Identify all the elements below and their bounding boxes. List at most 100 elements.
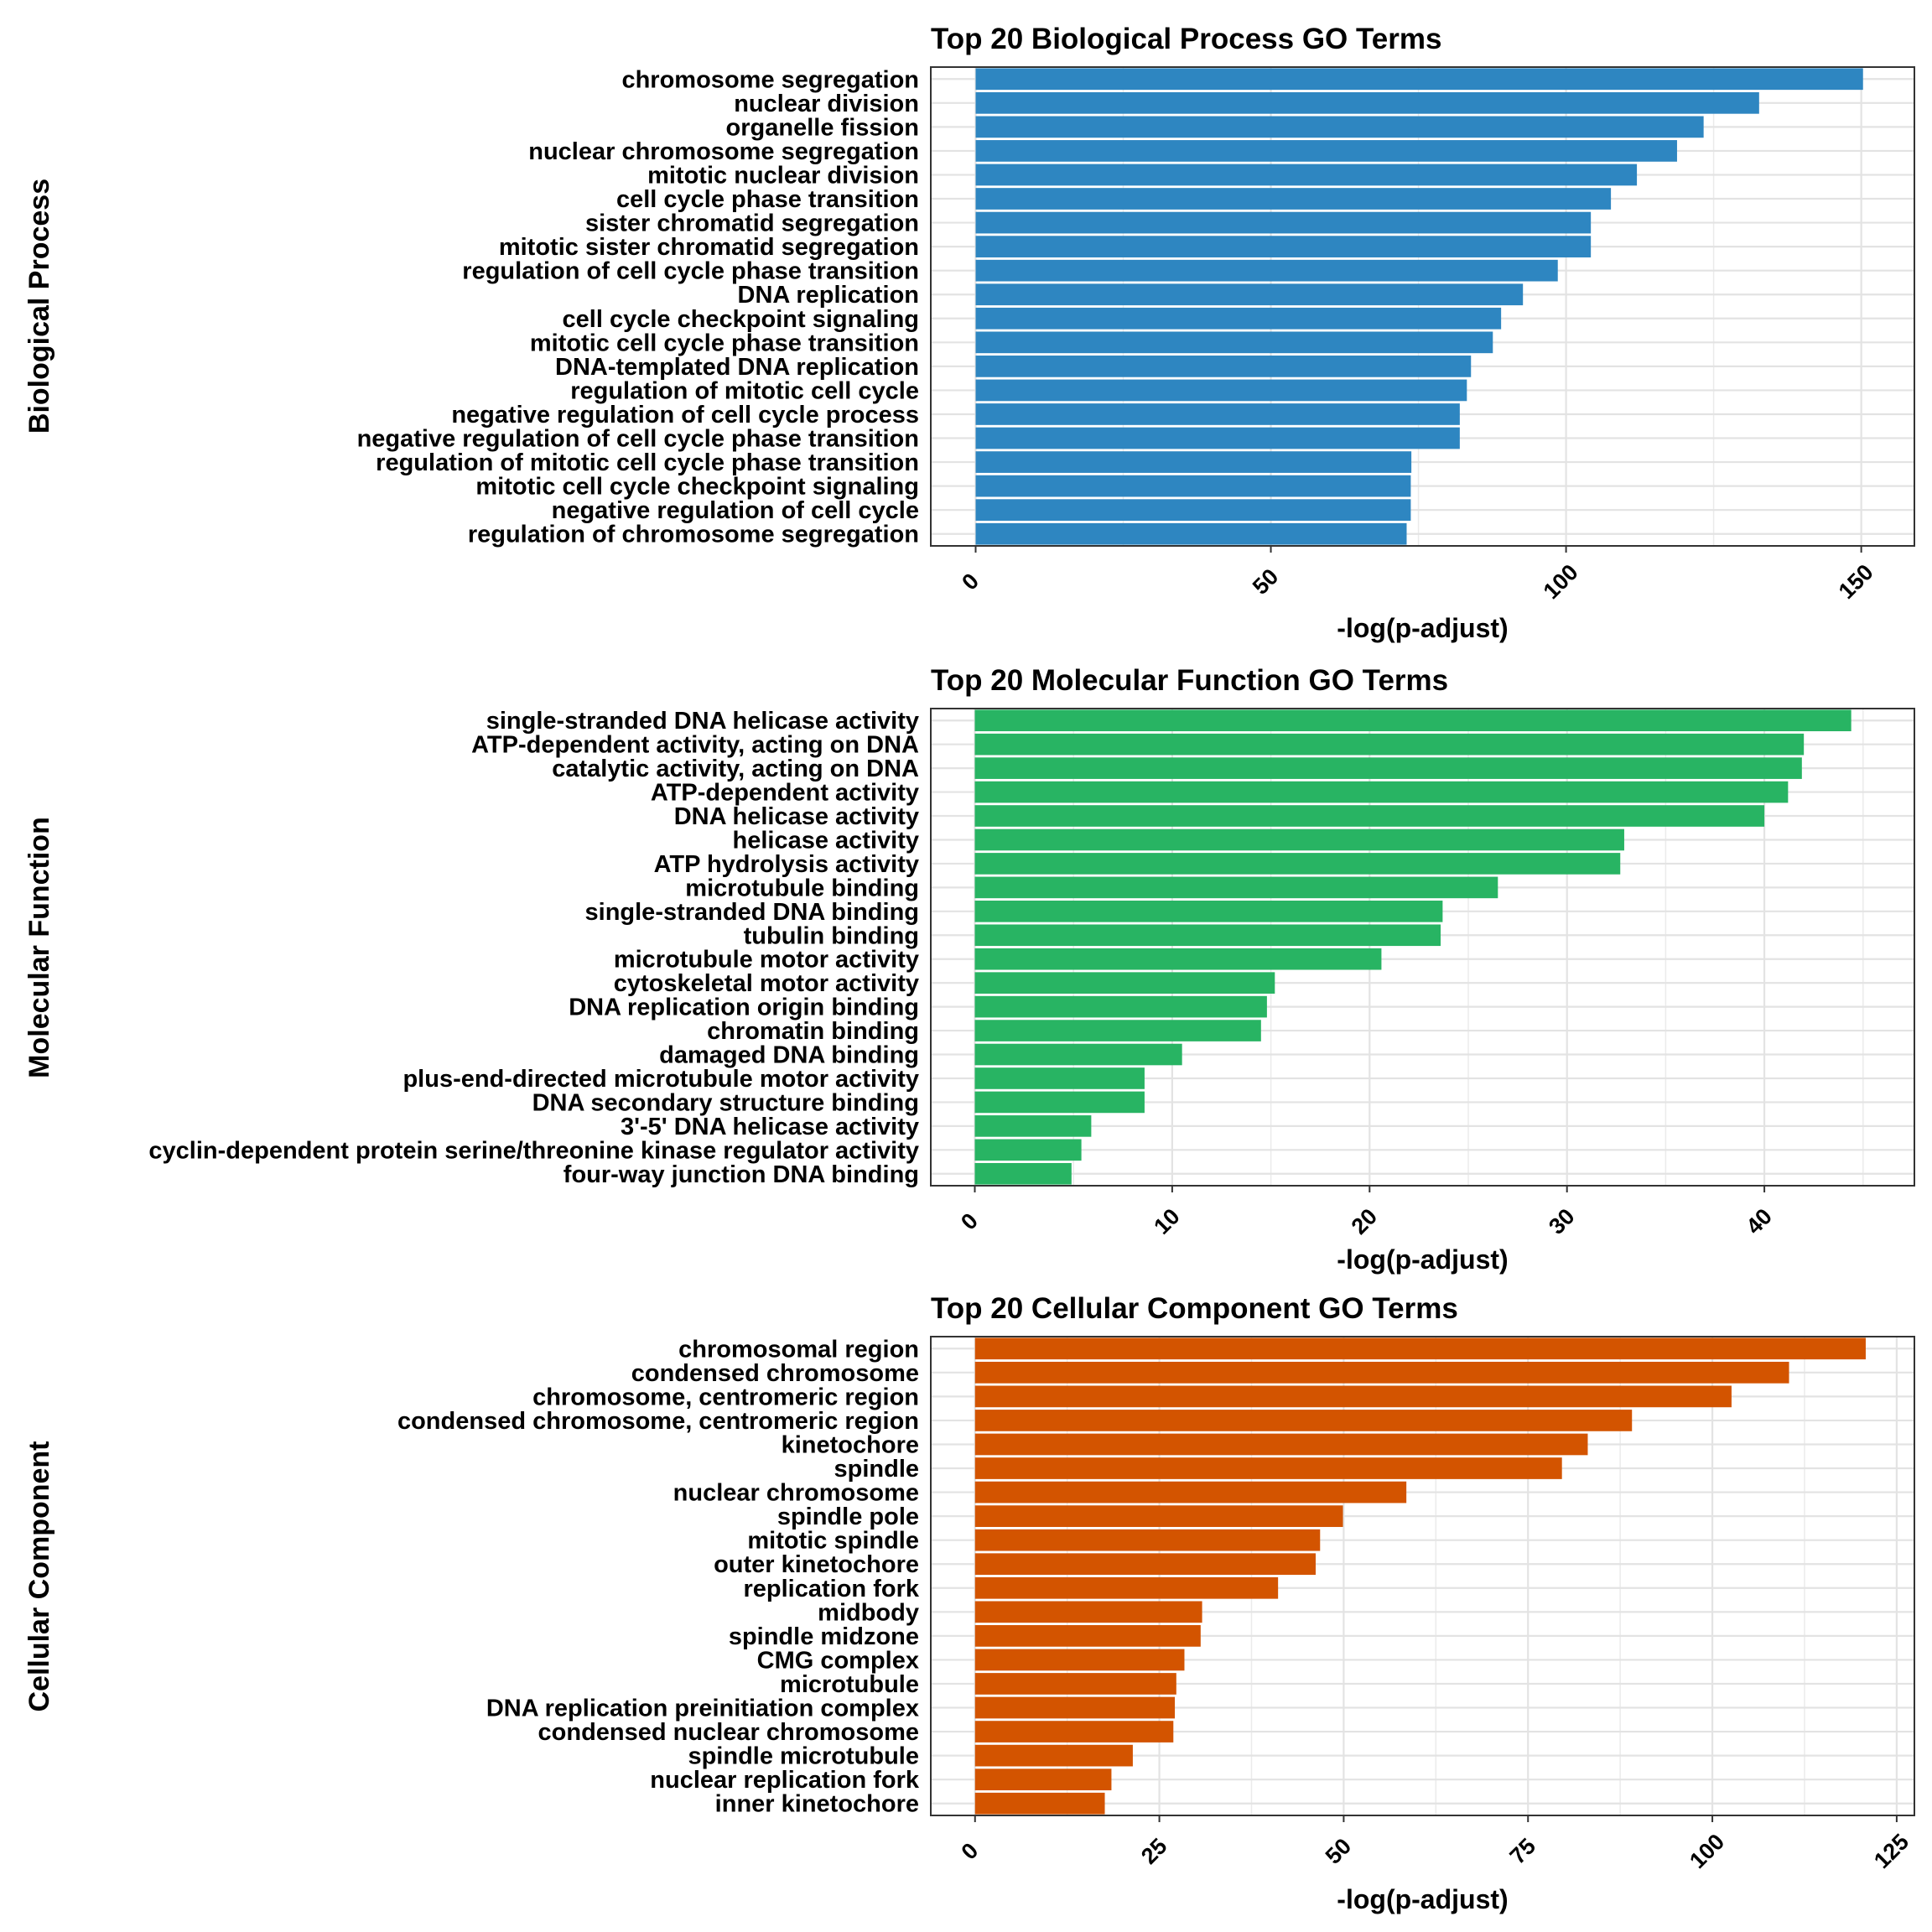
plot-background: [931, 67, 1914, 546]
bar: [974, 781, 1789, 803]
category-label: ATP-dependent activity: [651, 780, 919, 807]
category-label: negative regulation of cell cycle phase …: [357, 426, 919, 453]
panel-title: Top 20 Molecular Function GO Terms: [931, 664, 1448, 697]
panel-title: Top 20 Cellular Component GO Terms: [931, 1292, 1458, 1325]
category-label: regulation of mitotic cell cycle phase t…: [376, 449, 919, 476]
category-label: mitotic nuclear division: [647, 162, 919, 189]
category-label: spindle: [834, 1456, 919, 1483]
x-tick-label: 125: [1869, 1829, 1914, 1873]
plot-frame: [930, 708, 1915, 1187]
category-label: negative regulation of cell cycle: [552, 497, 919, 524]
x-tick-label: 10: [1149, 1203, 1184, 1239]
category-label: cell cycle checkpoint signaling: [563, 306, 919, 333]
bar: [975, 403, 1460, 425]
x-tick-label: 100: [1685, 1829, 1729, 1873]
category-label: chromosomal region: [678, 1336, 919, 1363]
bar: [974, 1553, 1316, 1576]
bar: [974, 1457, 1562, 1479]
category-label: condensed nuclear chromosome: [538, 1719, 919, 1746]
bar: [974, 876, 1498, 899]
category-label: mitotic cell cycle checkpoint signaling: [475, 474, 919, 501]
bar: [974, 828, 1624, 851]
bar: [974, 1792, 1105, 1815]
bar: [975, 140, 1677, 162]
bar: [974, 1768, 1112, 1791]
panel-2: single-stranded DNA helicase activity ATP…: [23, 664, 1915, 1275]
bar: [975, 188, 1612, 210]
bar: [974, 1385, 1732, 1408]
bar: [974, 1481, 1407, 1504]
x-tick-label: 40: [1742, 1203, 1777, 1239]
bar: [975, 475, 1411, 497]
bar: [974, 805, 1765, 827]
bar: [974, 1601, 1202, 1623]
bar: [975, 259, 1558, 282]
bar: [974, 1505, 1343, 1527]
bar: [975, 356, 1472, 377]
category-label: microtubule motor activity: [614, 947, 919, 974]
category-label: condensed chromosome: [631, 1360, 919, 1387]
x-tick-label: 100: [1539, 559, 1583, 604]
category-label: kinetochore: [782, 1431, 919, 1458]
category-label: organelle fission: [726, 114, 919, 141]
bar: [975, 164, 1638, 186]
category-label: DNA secondary structure binding: [532, 1089, 919, 1116]
category-label: single-stranded DNA helicase activity: [486, 708, 919, 735]
category-label: DNA replication preinitiation complex: [486, 1696, 919, 1722]
category-label: chromosome segregation: [621, 66, 919, 93]
bar: [975, 427, 1460, 449]
category-label: regulation of mitotic cell cycle: [570, 377, 919, 404]
y-axis-label: Molecular Function: [23, 817, 55, 1078]
bar: [974, 1361, 1789, 1384]
bar: [975, 116, 1704, 138]
x-axis-label: -log(p-adjust): [1337, 1884, 1508, 1914]
bar: [975, 331, 1493, 354]
bar: [975, 499, 1411, 522]
plot-background: [931, 1337, 1914, 1815]
bar: [974, 901, 1443, 922]
category-label: damaged DNA binding: [659, 1042, 919, 1069]
bar: [974, 1067, 1145, 1089]
category-label: CMG complex: [757, 1647, 919, 1674]
category-label: mitotic spindle: [747, 1528, 919, 1555]
category-label: spindle midzone: [729, 1623, 919, 1650]
category-label: tubulin binding: [744, 922, 919, 949]
x-tick-label: 30: [1544, 1203, 1579, 1239]
category-label: negative regulation of cell cycle proces…: [451, 402, 919, 428]
category-label: DNA helicase activity: [674, 803, 919, 830]
bar: [975, 283, 1524, 306]
x-tick-label: 50: [1248, 564, 1283, 599]
x-tick-label: 0: [957, 569, 984, 595]
bar: [974, 1162, 1072, 1185]
category-label: spindle microtubule: [688, 1743, 919, 1770]
bar: [974, 1673, 1176, 1695]
category-label: inner kinetochore: [715, 1791, 919, 1818]
category-label: sister chromatid segregation: [585, 210, 919, 237]
x-tick-label: 0: [956, 1208, 983, 1235]
category-label: cell cycle phase transition: [616, 186, 919, 213]
category-label: nuclear chromosome segregation: [528, 138, 919, 165]
bar: [975, 211, 1592, 234]
bar: [974, 1410, 1633, 1431]
bar: [974, 924, 1441, 947]
bar: [975, 307, 1502, 330]
category-label: condensed chromosome, centromeric region: [397, 1408, 919, 1435]
plot-frame: [930, 1336, 1915, 1816]
bar: [974, 853, 1621, 875]
category-label: cyclin-dependent protein serine/threonin…: [148, 1137, 919, 1164]
category-label: replication fork: [744, 1576, 920, 1602]
category-label: chromosome, centromeric region: [532, 1384, 919, 1410]
y-axis-label: Biological Process: [23, 179, 55, 434]
bar: [974, 733, 1805, 756]
bar: [974, 1576, 1279, 1599]
category-label: nuclear replication fork: [650, 1767, 920, 1794]
x-tick-label: 150: [1834, 559, 1878, 604]
x-tick-label: 75: [1505, 1833, 1540, 1868]
bar: [975, 379, 1467, 402]
bar: [974, 1115, 1092, 1137]
x-tick-label: 0: [956, 1838, 983, 1865]
category-label: regulation of chromosome segregation: [468, 522, 919, 548]
category-label: ATP hydrolysis activity: [654, 851, 919, 878]
